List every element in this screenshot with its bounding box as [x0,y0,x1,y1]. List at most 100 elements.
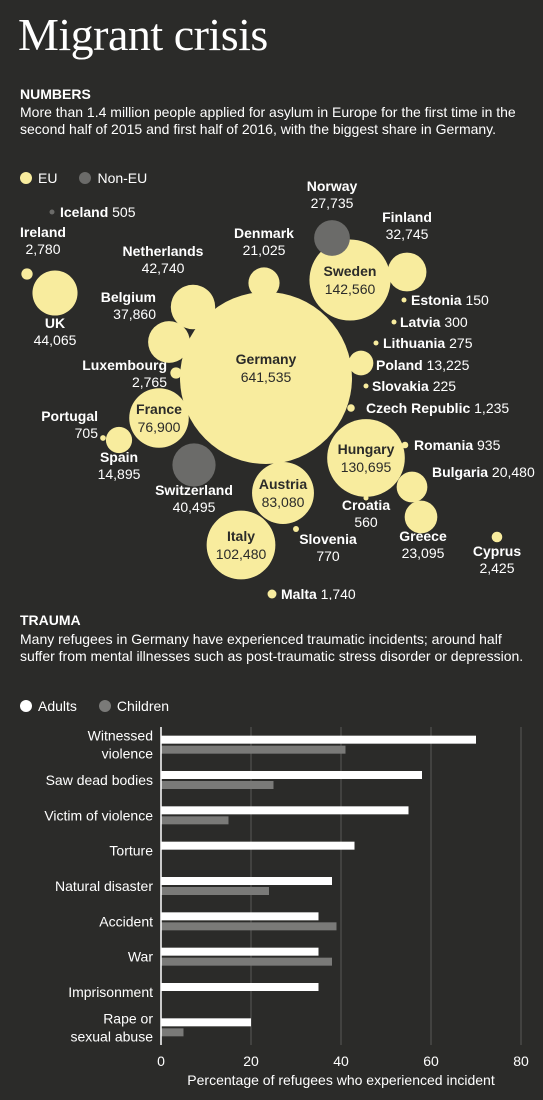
luxembourg-value-label: 2,765 [132,374,167,390]
bubble-slovakia [363,383,369,389]
sweden-name-label: Sweden [324,263,377,279]
switzerland-name-label: Switzerland [155,482,233,498]
bar-adults-witnessed-violence [161,735,476,744]
hungary-value-label: 130,695 [341,459,392,475]
spain-value-label: 14,895 [98,466,141,482]
bubble-cyprus [491,531,503,543]
bubble-belgium [148,321,190,363]
denmark-name-label: Denmark [234,225,294,241]
lithuania-label: Lithuania 275 [383,335,473,351]
poland-label: Poland 13,225 [376,357,470,373]
greece-value-label: 23,095 [402,545,445,561]
bubble-iceland [49,209,55,215]
bar-adults-rape-or-sexual-abuse [161,1018,251,1027]
czech-republic-label: Czech Republic 1,235 [366,400,509,416]
france-value-label: 76,900 [138,419,181,435]
trauma-bar-chart: 0 20 40 60 80 Percentage of refugees who expe… [44,727,529,1088]
bar-children-rape-or-sexual-abuse [161,1028,184,1037]
category-label-rape-or-sexual-abuse-line1: Rape or [103,1010,153,1026]
cyprus-value-label: 2,425 [479,560,514,576]
bubble-romania [401,441,409,449]
bubble-portugal [100,435,106,441]
bar-adults-saw-dead-bodies [161,771,422,779]
latvia-label: Latvia 300 [400,314,468,330]
bubble-denmark [248,267,280,299]
uk-value-label: 44,065 [34,332,77,348]
slovakia-label: Slovakia 225 [372,378,456,394]
bar-children-accident [161,922,337,931]
bubble-slovenia [293,526,299,532]
non-eu-swatch [79,172,92,184]
bubble-latvia [391,319,397,325]
spain-name-label: Spain [100,449,138,465]
bar-adults-torture [161,841,355,850]
x-tick-label-80: 80 [513,1053,529,1069]
bubble-greece [404,500,438,534]
romania-label: Romania 935 [414,437,501,453]
bar-adults-natural-disaster [161,877,332,885]
italy-name-label: Italy [227,528,255,544]
category-label-natural-disaster: Natural disaster [55,878,153,894]
category-label-witnessed-violence-line2: violence [102,746,154,762]
bubble-czech-republic [347,404,355,412]
bubble-austria [252,462,314,524]
switzerland-value-label: 40,495 [173,499,216,515]
uk-name-label: UK [45,315,65,331]
bubble-norway [314,220,350,256]
adults-legend-label: Adults [38,698,77,714]
austria-name-label: Austria [259,476,307,492]
luxembourg-name-label: Luxembourg [82,357,167,373]
croatia-name-label: Croatia [342,497,390,513]
bar-legend: Adults Children [20,698,191,714]
bar-children-witnessed-violence [161,745,346,754]
page-title: Migrant crisis [18,9,268,60]
cyprus-name-label: Cyprus [473,543,521,559]
numbers-heading: NUMBERS [20,86,91,102]
norway-value-label: 27,735 [311,195,354,211]
bubble-luxembourg [170,367,182,379]
germany-value-label: 641,535 [241,369,292,385]
bubble-ireland [21,268,33,280]
bubble-netherlands [170,284,216,330]
malta-label: Malta 1,740 [281,586,356,600]
children-swatch [98,700,111,712]
category-label-witnessed-violence-line1: Witnessed [88,728,153,744]
adults-swatch [20,700,32,712]
category-label-imprisonment: Imprisonment [68,984,153,1000]
eu-legend-label: EU [38,170,58,186]
bubble-germany [180,292,352,464]
category-label-accident: Accident [99,913,153,929]
x-tick-label-40: 40 [333,1053,349,1069]
iceland-label: Iceland 505 [60,204,136,220]
bubble-chart: Germany 641,535 Sweden 142,560 Hungary 130,69… [20,180,535,600]
trauma-intro: Many refugees in Germany have experience… [20,631,524,664]
bubble-estonia [401,297,407,303]
france-name-label: France [136,401,182,417]
austria-value-label: 83,080 [262,494,305,510]
bar-adults-victim-of-violence [161,806,409,815]
bubble-spain [105,426,133,454]
non-eu-legend-label: Non-EU [97,170,148,186]
netherlands-value-label: 42,740 [142,260,185,276]
portugal-value-label: 705 [75,425,99,441]
bubble-sweden [309,239,391,321]
bubble-bulgaria [396,471,428,503]
bubble-malta [267,589,277,599]
category-label-rape-or-sexual-abuse-line2: sexual abuse [70,1028,153,1044]
bubble-uk [32,270,78,316]
x-tick-label-0: 0 [157,1053,165,1069]
bubble-finland [387,252,427,292]
belgium-name-label: Belgium [101,289,156,305]
bar-adults-accident [161,912,319,921]
finland-name-label: Finland [382,209,432,225]
denmark-value-label: 21,025 [243,242,286,258]
bubble-poland [348,350,374,376]
bubble-hungary [327,419,405,497]
finland-value-label: 32,745 [386,226,429,242]
bubble-lithuania [373,340,379,346]
x-tick-label-60: 60 [423,1053,439,1069]
bubbles-group [21,209,503,599]
italy-value-label: 102,480 [216,546,267,562]
category-label-war: War [128,949,153,965]
bubble-legend: EU Non-EU [20,170,169,186]
